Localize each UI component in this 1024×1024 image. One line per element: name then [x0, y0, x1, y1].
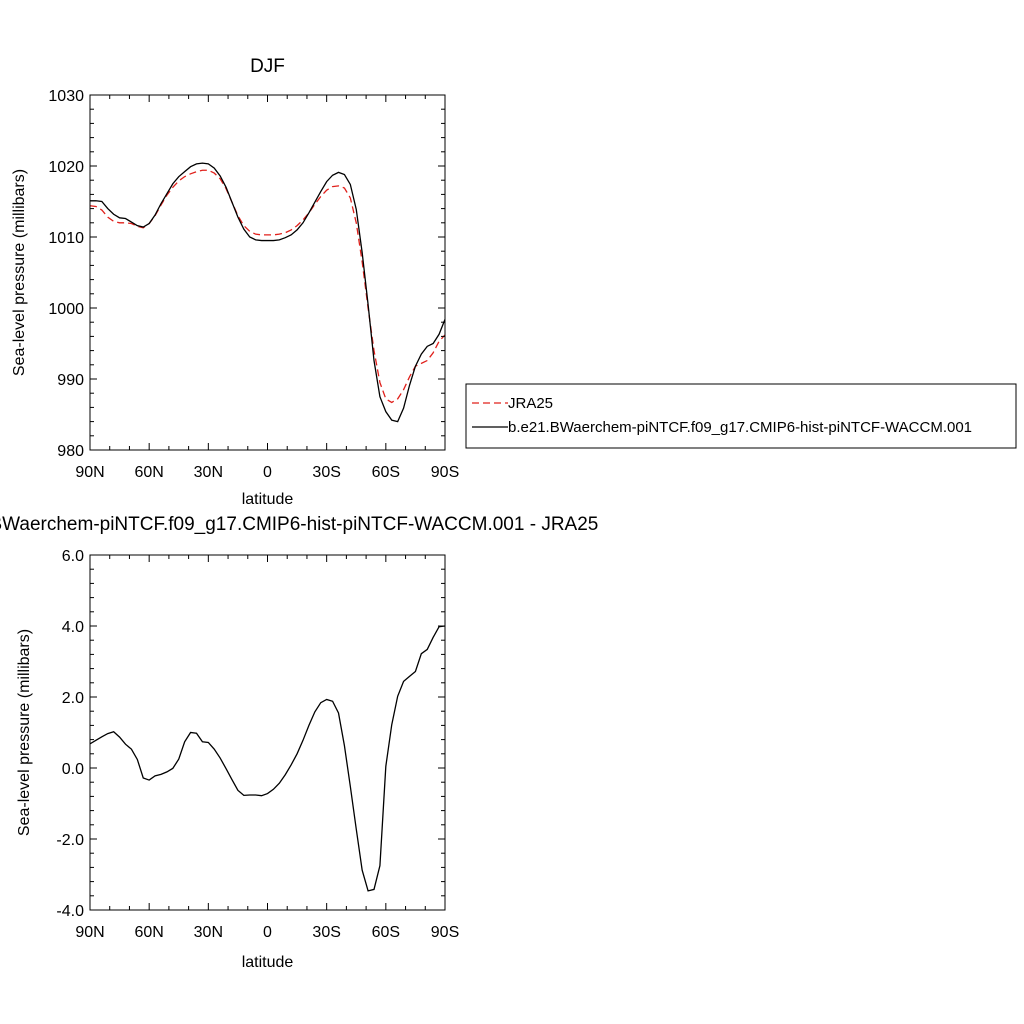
- x-axis-title: latitude: [242, 491, 294, 508]
- plot-frame: [89, 554, 446, 911]
- legend-entry: b.e21.BWaerchem-piNTCF.f09_g17.CMIP6-his…: [508, 419, 972, 436]
- plot-frame: [89, 94, 446, 451]
- y-tick-label: 990: [57, 372, 84, 389]
- x-tick-label: 30S: [312, 924, 340, 941]
- chart-title: b.e21.BWaerchem-piNTCF.f09_g17.CMIP6-his…: [0, 514, 598, 535]
- x-tick-label: 60N: [134, 464, 163, 481]
- x-tick-label: 0: [263, 924, 272, 941]
- chart-panel-2: b.e21.BWaerchem-piNTCF.f09_g17.CMIP6-his…: [0, 514, 598, 971]
- y-axis-title: Sea-level pressure (millibars): [11, 169, 28, 376]
- series-line-1: [90, 625, 445, 892]
- y-tick-label: -4.0: [56, 903, 84, 920]
- chart-title: DJF: [250, 56, 285, 77]
- legend: JRA25 b.e21.BWaerchem-piNTCF.f09_g17.CMIP…: [465, 383, 1017, 449]
- x-tick-label: 90N: [75, 464, 104, 481]
- legend-entry: JRA25: [508, 395, 553, 412]
- x-tick-label: 60N: [134, 924, 163, 941]
- x-tick-label: 60S: [372, 924, 400, 941]
- series-line-1: [90, 169, 445, 404]
- x-tick-label: 0: [263, 464, 272, 481]
- x-axis-title: latitude: [242, 954, 294, 971]
- x-tick-label: 30N: [194, 924, 223, 941]
- y-tick-label: 980: [57, 443, 84, 460]
- y-tick-label: 1020: [48, 159, 84, 176]
- x-tick-label: 90S: [431, 464, 459, 481]
- chart-panel-1: DJF 90N 60N 30N 0 30S 60S 90S 980 990 1000 1010 1020…: [11, 56, 1017, 508]
- x-tick-label: 90N: [75, 924, 104, 941]
- y-axis-title: Sea-level pressure (millibars): [16, 629, 33, 836]
- y-tick-label: -2.0: [56, 832, 84, 849]
- y-tick-label: 2.0: [62, 690, 84, 707]
- y-tick-label: 0.0: [62, 761, 84, 778]
- legend-box: [465, 383, 1017, 449]
- x-tick-label: 90S: [431, 924, 459, 941]
- x-tick-label: 30S: [312, 464, 340, 481]
- y-tick-label: 6.0: [62, 548, 84, 565]
- y-tick-label: 4.0: [62, 619, 84, 636]
- x-tick-label: 60S: [372, 464, 400, 481]
- x-tick-label: 30N: [194, 464, 223, 481]
- y-tick-label: 1030: [48, 88, 84, 105]
- series-line-2: [90, 162, 445, 423]
- y-tick-label: 1010: [48, 230, 84, 247]
- y-tick-label: 1000: [48, 301, 84, 318]
